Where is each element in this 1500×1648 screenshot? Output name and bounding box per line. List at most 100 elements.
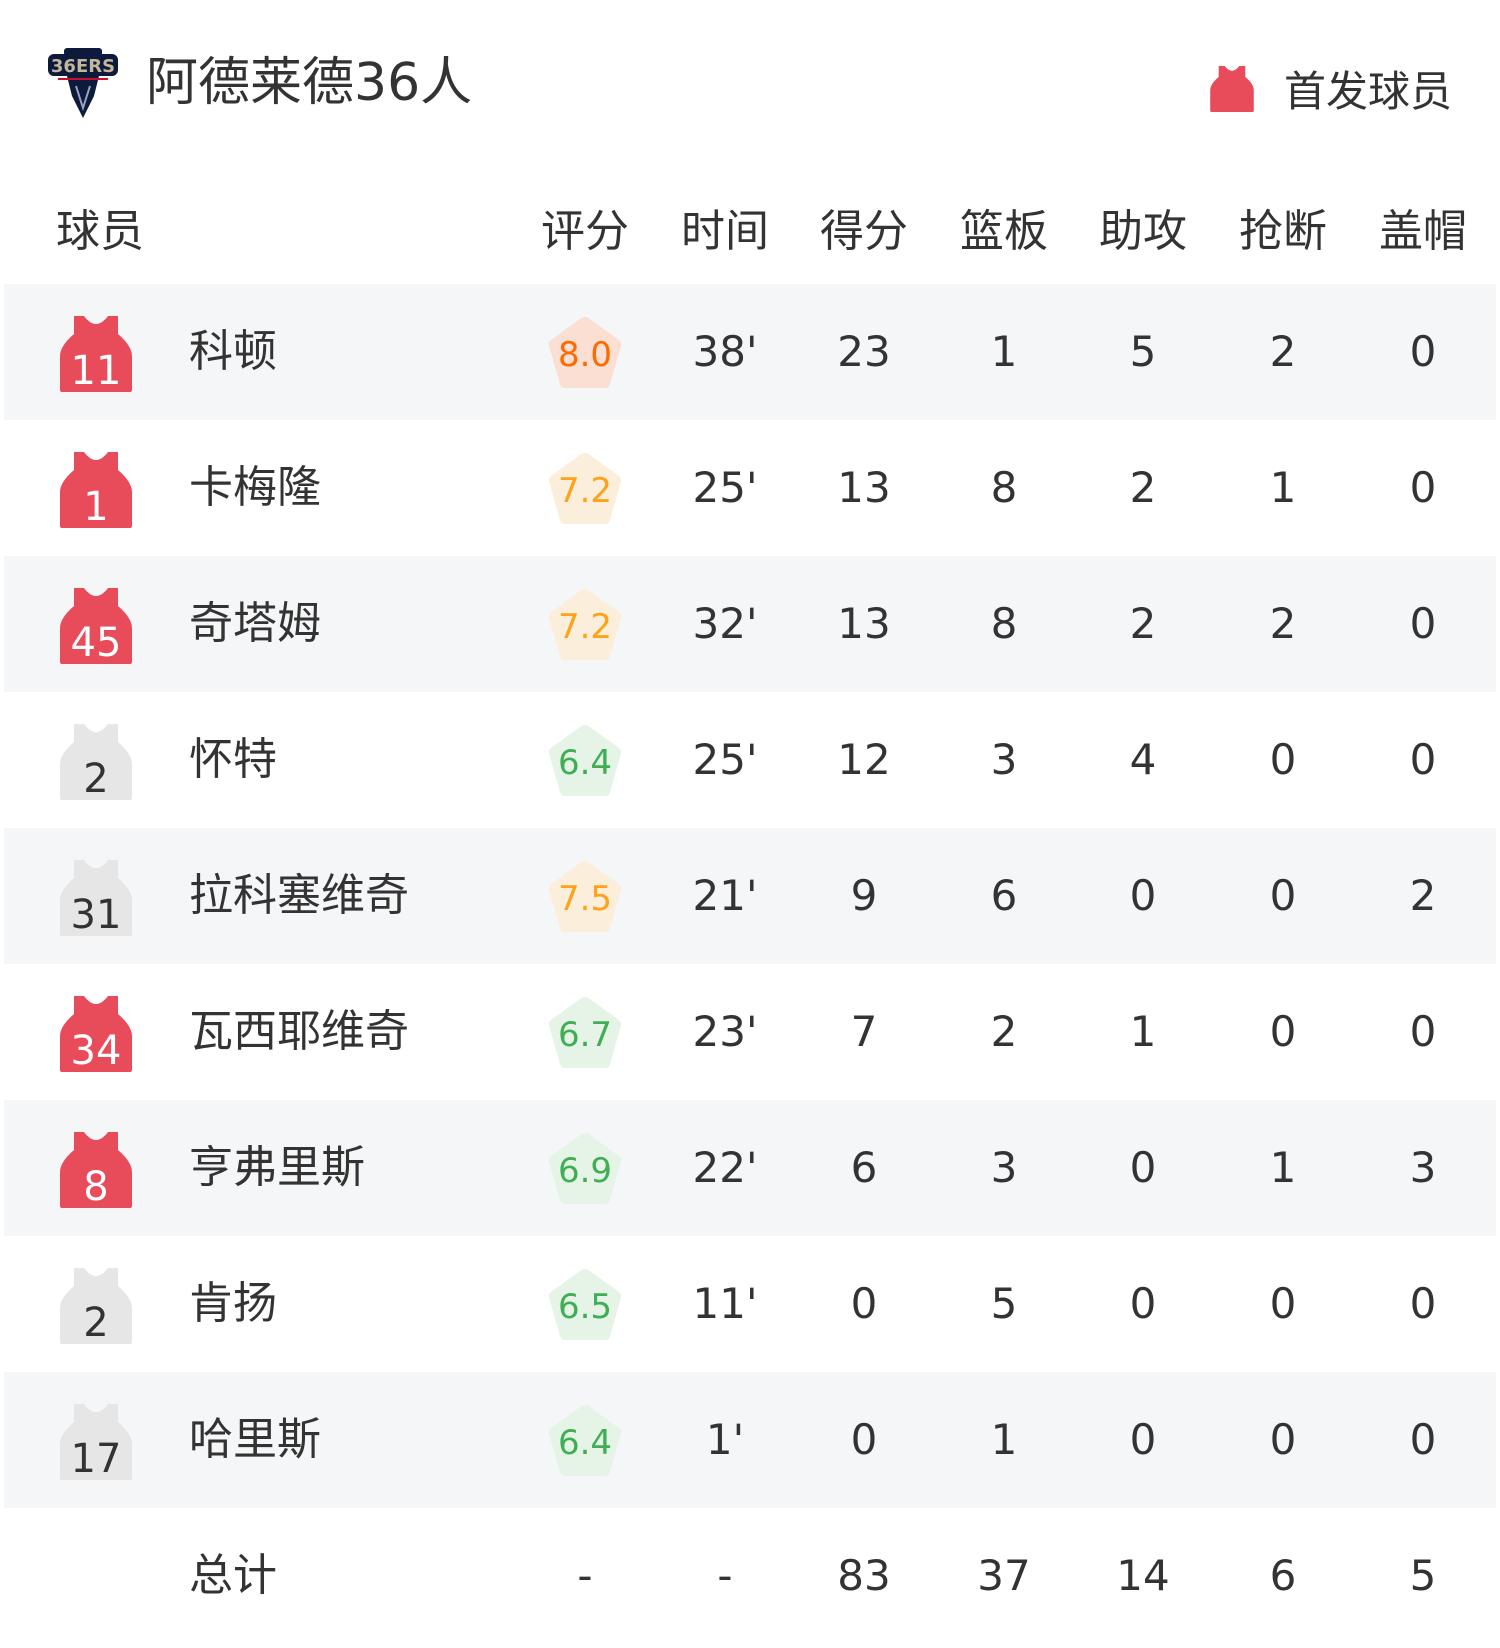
team-header: 36ERS 阿德莱德36人 首发球员 bbox=[0, 40, 1500, 125]
stat-points: 9 bbox=[850, 871, 878, 920]
rating-value: 7.2 bbox=[557, 607, 613, 647]
col-minutes: 时间 bbox=[681, 206, 769, 257]
jersey-number: 17 bbox=[70, 1436, 122, 1482]
player-name[interactable]: 卡梅隆 bbox=[189, 462, 321, 513]
stat-assists: 2 bbox=[1129, 599, 1157, 648]
player-row[interactable]: 34 瓦西耶维奇 6.7 23' 7 2 1 0 0 bbox=[4, 964, 1496, 1100]
team-logo: 36ERS bbox=[46, 46, 120, 120]
stat-blocks: 0 bbox=[1409, 1007, 1437, 1056]
stat-steals: 1 bbox=[1269, 463, 1297, 512]
player-name[interactable]: 奇塔姆 bbox=[189, 598, 321, 649]
player-name[interactable]: 哈里斯 bbox=[189, 1414, 321, 1465]
stat-points: 12 bbox=[837, 735, 891, 784]
column-headers: 球员 评分 时间 得分 篮板 助攻 抢断 盖帽 bbox=[0, 195, 1500, 257]
totals-minutes: - bbox=[717, 1551, 733, 1600]
player-row[interactable]: 1 卡梅隆 7.2 25' 13 8 2 1 0 bbox=[4, 420, 1496, 556]
col-rebounds: 篮板 bbox=[960, 206, 1048, 257]
jersey-icon: 1 bbox=[60, 452, 132, 530]
player-row[interactable]: 31 拉科塞维奇 7.5 21' 9 6 0 0 2 bbox=[4, 828, 1496, 964]
rating-value: 6.9 bbox=[557, 1151, 613, 1191]
totals-rating: - bbox=[577, 1551, 593, 1600]
rating-value: 8.0 bbox=[557, 335, 613, 375]
stat-blocks: 2 bbox=[1409, 871, 1437, 920]
player-name[interactable]: 瓦西耶维奇 bbox=[189, 1006, 409, 1057]
stat-blocks: 0 bbox=[1409, 327, 1437, 376]
rating-badge: 6.5 bbox=[546, 1266, 624, 1344]
rating-badge: 7.2 bbox=[546, 450, 624, 528]
totals-blocks: 5 bbox=[1409, 1551, 1437, 1600]
stat-assists: 4 bbox=[1129, 735, 1157, 784]
stat-steals: 2 bbox=[1269, 599, 1297, 648]
stat-assists: 0 bbox=[1129, 871, 1157, 920]
col-rating: 评分 bbox=[541, 206, 629, 257]
jersey-icon: 2 bbox=[60, 724, 132, 802]
stat-minutes: 11' bbox=[692, 1279, 758, 1328]
col-points: 得分 bbox=[820, 206, 908, 257]
stat-minutes: 25' bbox=[692, 463, 758, 512]
jersey-icon: 34 bbox=[60, 996, 132, 1074]
jersey-number: 34 bbox=[70, 1028, 122, 1074]
stat-steals: 0 bbox=[1269, 1415, 1297, 1464]
stat-minutes: 32' bbox=[692, 599, 758, 648]
player-row[interactable]: 17 哈里斯 6.4 1' 0 1 0 0 0 bbox=[4, 1372, 1496, 1508]
stat-assists: 1 bbox=[1129, 1007, 1157, 1056]
player-name[interactable]: 亨弗里斯 bbox=[189, 1142, 365, 1193]
totals-assists: 14 bbox=[1116, 1551, 1170, 1600]
rating-badge: 6.4 bbox=[546, 1402, 624, 1480]
col-steals: 抢断 bbox=[1239, 206, 1327, 257]
stat-blocks: 0 bbox=[1409, 463, 1437, 512]
player-row[interactable]: 11 科顿 8.0 38' 23 1 5 2 0 bbox=[4, 284, 1496, 420]
jersey-number: 1 bbox=[83, 484, 109, 530]
rating-value: 6.4 bbox=[557, 1423, 613, 1463]
player-row[interactable]: 2 肯扬 6.5 11' 0 5 0 0 0 bbox=[4, 1236, 1496, 1372]
stat-rebounds: 5 bbox=[990, 1279, 1018, 1328]
stat-minutes: 25' bbox=[692, 735, 758, 784]
player-name[interactable]: 拉科塞维奇 bbox=[189, 870, 409, 921]
team-name: 阿德莱德36人 bbox=[146, 53, 473, 113]
player-row[interactable]: 2 怀特 6.4 25' 12 3 4 0 0 bbox=[4, 692, 1496, 828]
stat-blocks: 0 bbox=[1409, 735, 1437, 784]
rating-badge: 7.2 bbox=[546, 586, 624, 664]
player-name[interactable]: 科顿 bbox=[189, 326, 277, 377]
stat-rebounds: 8 bbox=[990, 599, 1018, 648]
col-blocks: 盖帽 bbox=[1379, 206, 1467, 257]
jersey-icon: 17 bbox=[60, 1404, 132, 1482]
stat-points: 0 bbox=[850, 1415, 878, 1464]
rating-value: 7.5 bbox=[557, 879, 613, 919]
player-row[interactable]: 8 亨弗里斯 6.9 22' 6 3 0 1 3 bbox=[4, 1100, 1496, 1236]
stat-minutes: 23' bbox=[692, 1007, 758, 1056]
jersey-icon bbox=[1210, 65, 1254, 112]
jersey-icon: 11 bbox=[60, 316, 132, 394]
legend-label: 首发球员 bbox=[1283, 67, 1452, 116]
jersey-icon: 31 bbox=[60, 860, 132, 938]
starter-legend: 首发球员 bbox=[1210, 58, 1452, 119]
jersey-number: 8 bbox=[83, 1164, 109, 1210]
jersey-number: 31 bbox=[70, 892, 122, 938]
rating-value: 7.2 bbox=[557, 471, 613, 511]
stat-steals: 0 bbox=[1269, 735, 1297, 784]
stat-rebounds: 2 bbox=[990, 1007, 1018, 1056]
rating-badge: 6.4 bbox=[546, 722, 624, 800]
stat-minutes: 22' bbox=[692, 1143, 758, 1192]
stat-rebounds: 6 bbox=[990, 871, 1018, 920]
rating-value: 6.5 bbox=[557, 1287, 613, 1327]
rating-badge: 6.7 bbox=[546, 994, 624, 1072]
stat-assists: 0 bbox=[1129, 1415, 1157, 1464]
stat-minutes: 21' bbox=[692, 871, 758, 920]
jersey-icon: 2 bbox=[60, 1268, 132, 1346]
col-player: 球员 bbox=[56, 206, 144, 257]
stat-assists: 5 bbox=[1129, 327, 1157, 376]
player-name[interactable]: 怀特 bbox=[189, 734, 277, 785]
jersey-number: 2 bbox=[83, 756, 109, 802]
rating-badge: 7.5 bbox=[546, 858, 624, 936]
totals-label: 总计 bbox=[189, 1550, 277, 1601]
stat-rebounds: 3 bbox=[990, 735, 1018, 784]
stat-minutes: 1' bbox=[705, 1415, 745, 1464]
stat-steals: 0 bbox=[1269, 871, 1297, 920]
rating-value: 6.7 bbox=[557, 1015, 613, 1055]
jersey-number: 11 bbox=[70, 348, 122, 394]
stat-rebounds: 8 bbox=[990, 463, 1018, 512]
stat-blocks: 0 bbox=[1409, 599, 1437, 648]
player-row[interactable]: 45 奇塔姆 7.2 32' 13 8 2 2 0 bbox=[4, 556, 1496, 692]
player-name[interactable]: 肯扬 bbox=[189, 1278, 277, 1329]
